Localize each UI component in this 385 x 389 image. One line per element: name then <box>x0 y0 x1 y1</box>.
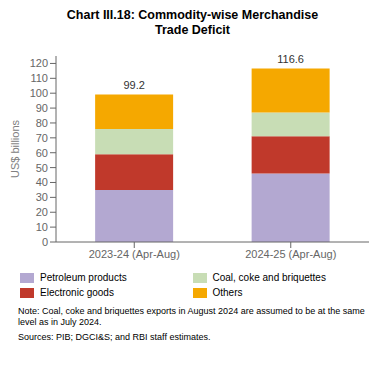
svg-text:80: 80 <box>36 117 48 129</box>
html-text:Chart III.18: Commodity-wise M: Chart III.18: Commodity-wise Merchandise <box>66 8 319 22</box>
svg-text:2023-24 (Apr-Aug): 2023-24 (Apr-Aug) <box>89 248 180 260</box>
svg-text:60: 60 <box>36 147 48 159</box>
svg-text:99.2: 99.2 <box>123 79 144 91</box>
svg-text:90: 90 <box>36 102 48 114</box>
html-text:Petroleum products: Petroleum products <box>40 272 127 283</box>
svg-text:20: 20 <box>36 206 48 218</box>
html-text:Note: Coal, coke and briquette: Note: Coal, coke and briquettes exports … <box>18 306 365 327</box>
svg-text:10: 10 <box>36 221 48 233</box>
html-text:Electronic goods: Electronic goods <box>40 287 114 298</box>
svg-text:120: 120 <box>30 57 48 69</box>
svg-text:30: 30 <box>36 191 48 203</box>
html-text:Coal, coke and briquettes: Coal, coke and briquettes <box>212 272 326 283</box>
svg-text:50: 50 <box>36 162 48 174</box>
svg-text:116.6: 116.6 <box>277 53 304 65</box>
svg-text:110: 110 <box>30 72 48 84</box>
svg-text:0: 0 <box>42 236 48 248</box>
html-text:Others: Others <box>212 287 243 298</box>
svg-text:2024-25 (Apr-Aug): 2024-25 (Apr-Aug) <box>245 248 336 260</box>
html-text:Sources: PIB; DGCI&S; and RBI: Sources: PIB; DGCI&S; and RBI staff esti… <box>18 332 211 342</box>
svg-text:100: 100 <box>30 87 48 99</box>
svg-text:US$ billions: US$ billions <box>9 119 21 178</box>
svg-text:70: 70 <box>36 132 48 144</box>
html-text:Trade Deficit: Trade Deficit <box>155 23 230 37</box>
svg-text:40: 40 <box>36 176 48 188</box>
